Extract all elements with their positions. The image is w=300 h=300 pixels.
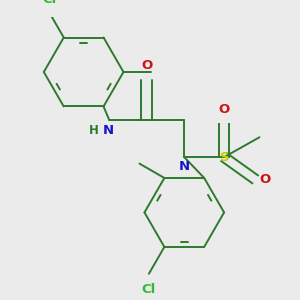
- Text: Cl: Cl: [42, 0, 56, 6]
- Text: H: H: [89, 124, 98, 137]
- Text: N: N: [102, 124, 113, 137]
- Text: O: O: [141, 59, 152, 72]
- Text: Cl: Cl: [142, 283, 156, 296]
- Text: S: S: [220, 151, 230, 164]
- Text: O: O: [218, 103, 230, 116]
- Text: O: O: [260, 173, 271, 186]
- Text: N: N: [179, 160, 190, 173]
